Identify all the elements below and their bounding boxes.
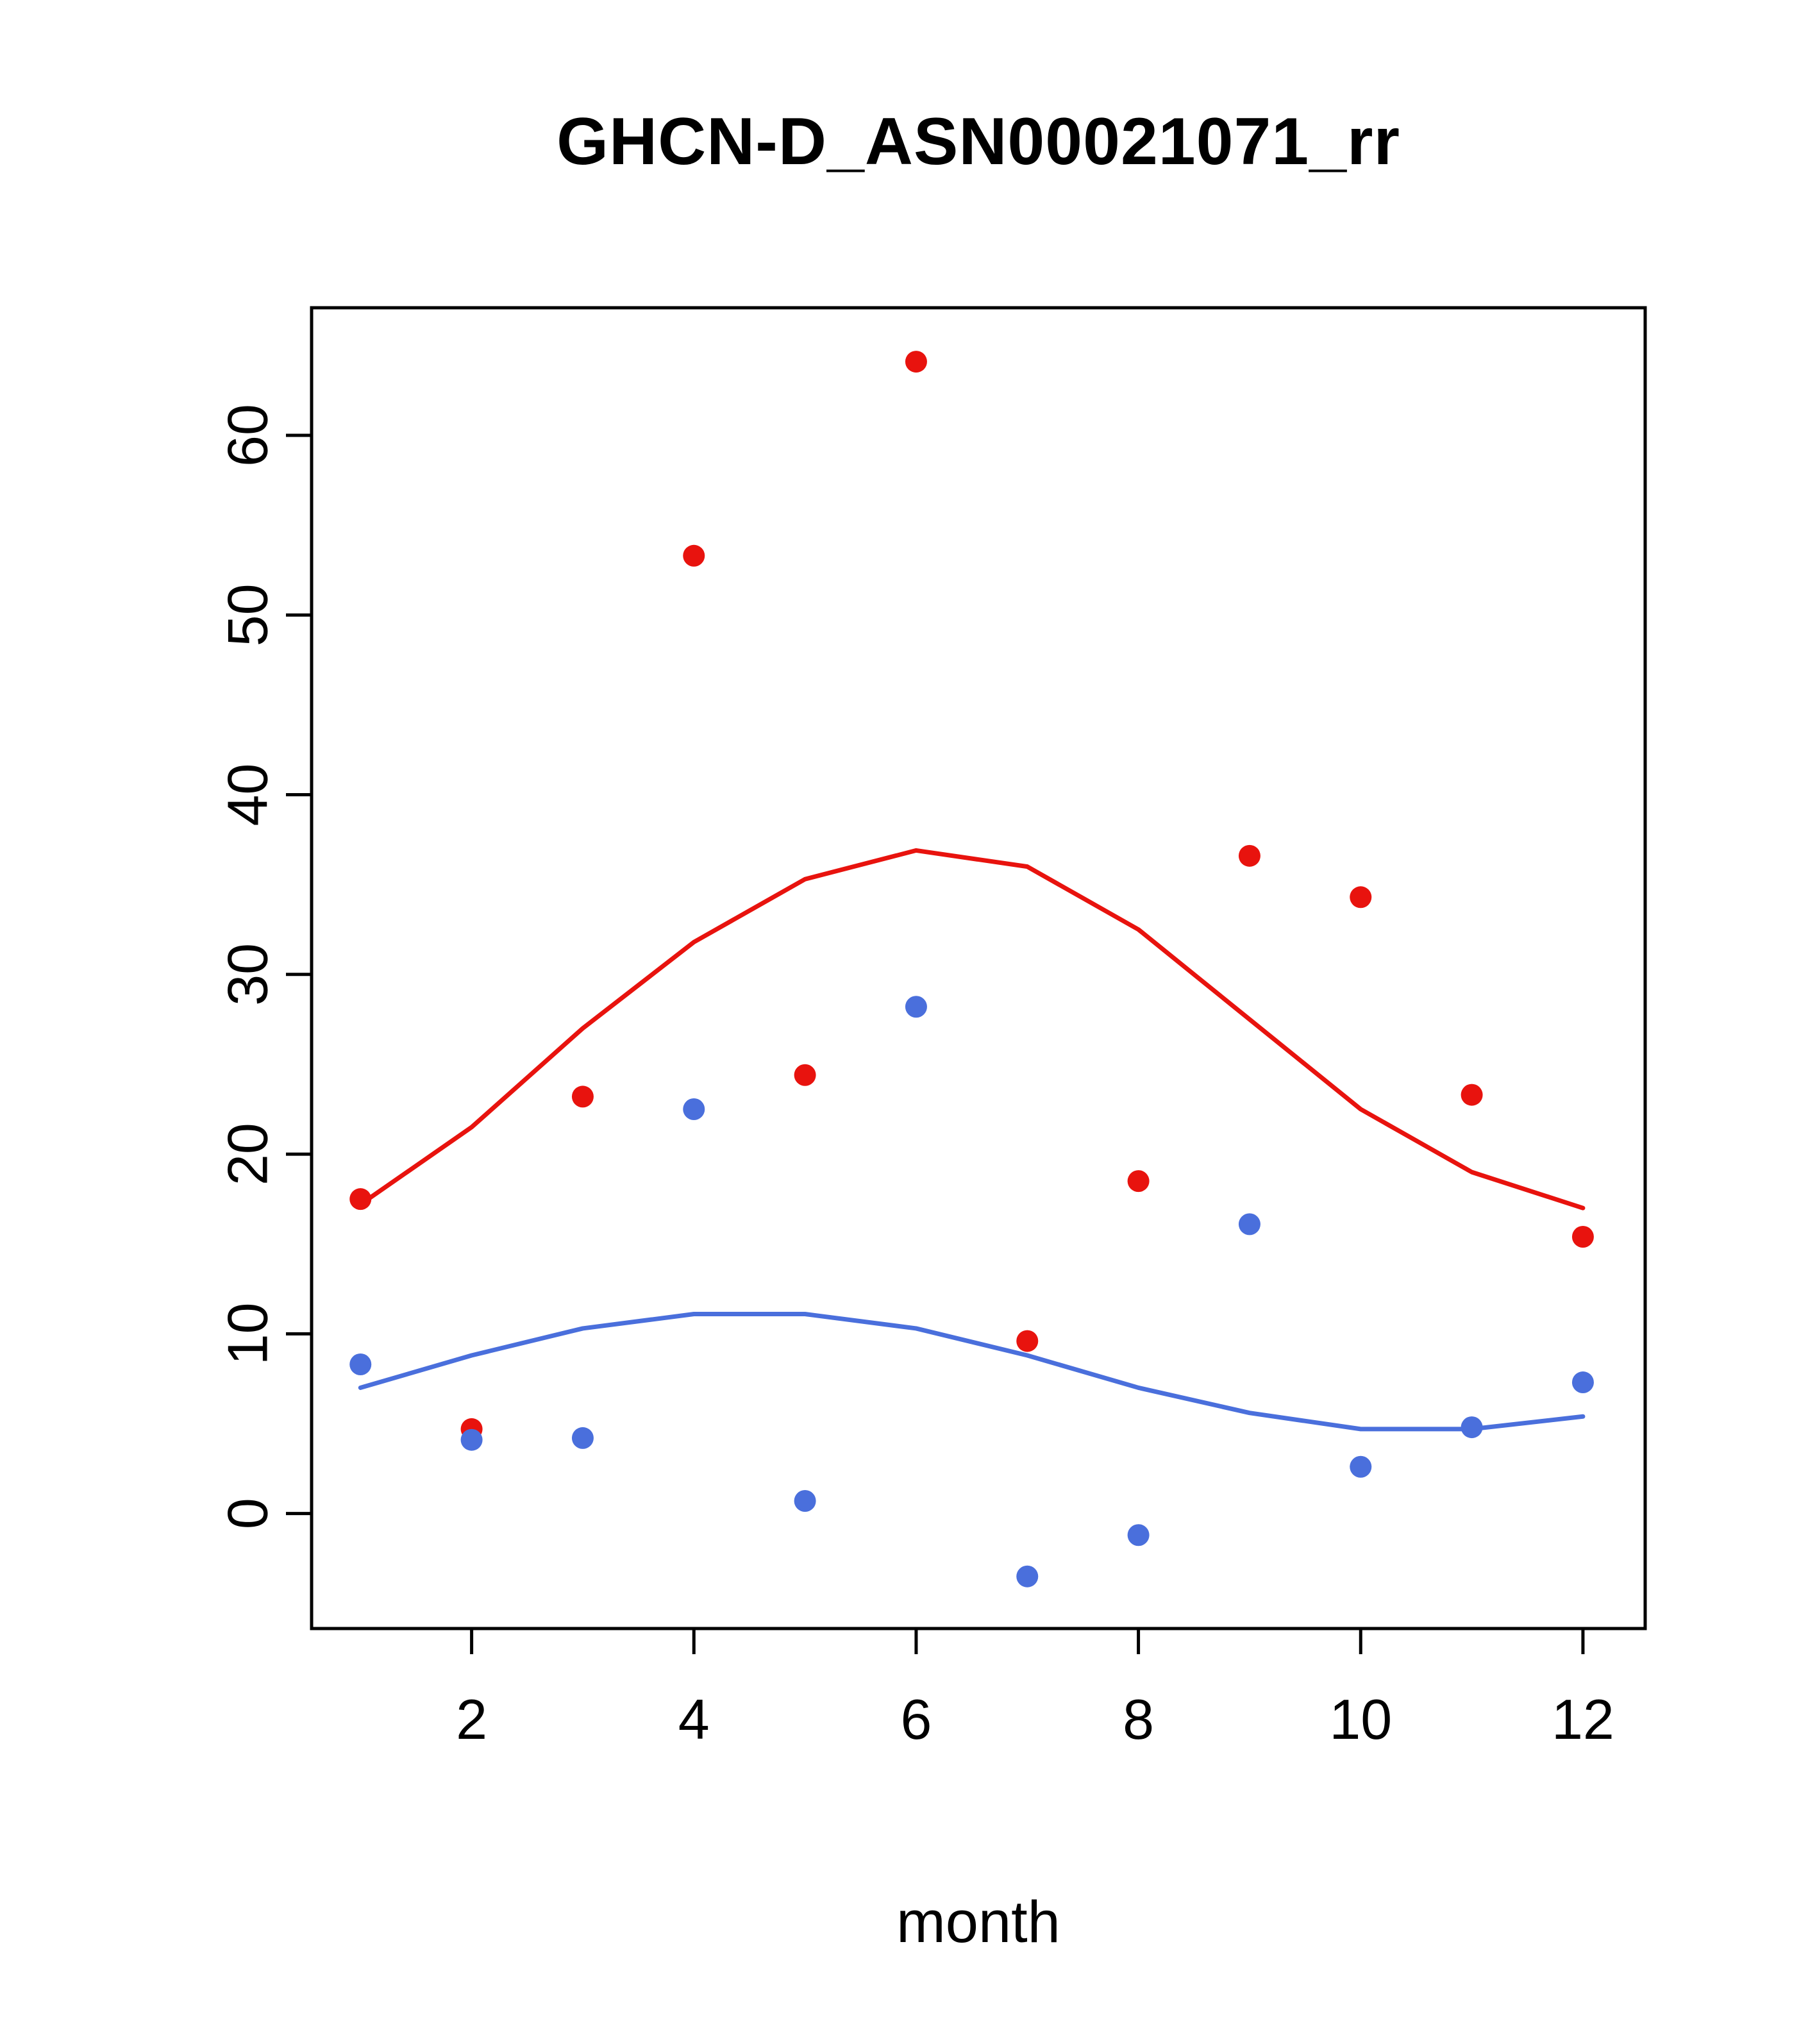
x-tick-label: 6: [900, 1688, 932, 1751]
blue-point: [1350, 1455, 1372, 1478]
x-tick-label: 2: [456, 1688, 487, 1751]
y-tick-label: 50: [216, 583, 280, 646]
blue-point: [349, 1353, 372, 1375]
x-tick-label: 8: [1123, 1688, 1154, 1751]
y-tick-label: 60: [216, 404, 280, 467]
red-point: [1571, 1226, 1594, 1248]
blue-point: [683, 1098, 705, 1121]
blue-point: [571, 1427, 594, 1449]
blue-point: [794, 1490, 816, 1512]
blue-smooth-line: [358, 1312, 1586, 1432]
red-point: [1127, 1170, 1150, 1193]
x-tick-label: 10: [1329, 1688, 1392, 1751]
red-point: [571, 1085, 594, 1108]
red-point: [905, 351, 927, 373]
red-point: [349, 1188, 372, 1210]
red-point: [1016, 1330, 1039, 1352]
chart-title: GHCN-D_ASN00021071_rr: [557, 105, 1400, 179]
red-smooth-line: [358, 848, 1586, 1210]
red-point: [794, 1064, 816, 1086]
blue-point: [1127, 1524, 1150, 1546]
blue-point: [1238, 1213, 1260, 1236]
red-point: [1350, 886, 1372, 909]
y-tick-label: 10: [216, 1302, 280, 1365]
red-point: [1461, 1084, 1483, 1106]
y-tick-label: 0: [216, 1498, 280, 1529]
y-tick-label: 40: [216, 764, 280, 826]
red-point: [683, 544, 705, 567]
x-tick-label: 12: [1552, 1688, 1614, 1751]
y-tick-label: 20: [216, 1123, 280, 1185]
red-point: [1238, 844, 1260, 867]
plot-box: [310, 306, 1647, 1630]
blue-point: [1016, 1565, 1039, 1587]
blue-point: [460, 1428, 483, 1451]
x-tick-label: 4: [678, 1688, 710, 1751]
blue-point: [905, 996, 927, 1018]
blue-point: [1571, 1371, 1594, 1394]
x-axis-label: month: [896, 1889, 1060, 1955]
y-tick-label: 30: [216, 943, 280, 1006]
